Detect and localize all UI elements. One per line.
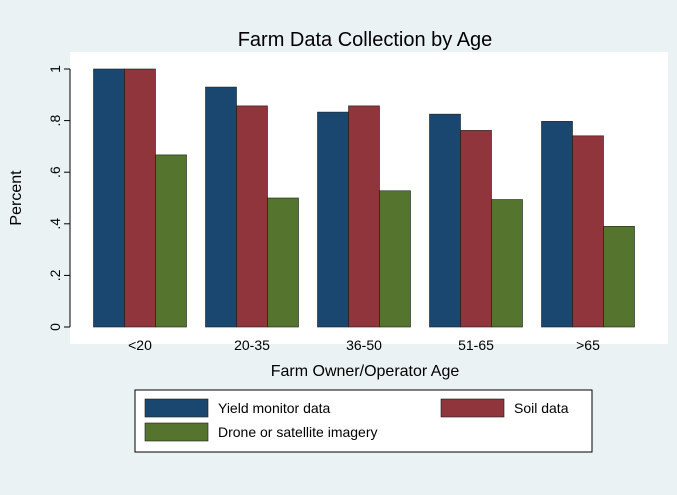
x-tick-label: 20-35 [234, 337, 270, 353]
y-tick-label: .4 [47, 218, 63, 230]
x-tick-label: <20 [128, 337, 152, 353]
y-tick-label: 0 [47, 323, 63, 331]
legend-label: Yield monitor data [218, 400, 331, 416]
bar [348, 105, 380, 328]
bar-group [93, 68, 635, 328]
x-tick-label: 51-65 [458, 337, 494, 353]
bar [541, 121, 573, 328]
legend: Yield monitor data Soil data Drone or sate… [144, 398, 569, 442]
x-tick-label: 36-50 [346, 337, 382, 353]
legend-swatch [144, 398, 209, 418]
bar [603, 226, 635, 328]
bar [93, 68, 125, 328]
bar [124, 68, 156, 328]
chart-title: Farm Data Collection by Age [238, 29, 493, 51]
y-tick-label: 1 [47, 65, 63, 73]
y-axis: 0 .2 .4 .6 .8 1 [47, 65, 71, 331]
y-tick-label: .2 [47, 269, 63, 281]
x-tick-label: >65 [576, 337, 600, 353]
bar [205, 86, 237, 328]
legend-box [134, 389, 593, 453]
x-axis: <20 20-35 36-50 51-65 >65 [128, 337, 600, 353]
bar [155, 154, 187, 328]
y-axis-label: Percent [8, 170, 25, 226]
bar [460, 130, 492, 328]
y-tick-label: .8 [47, 115, 63, 127]
bar [317, 111, 349, 328]
bar [429, 113, 461, 328]
x-axis-label: Farm Owner/Operator Age [271, 363, 460, 380]
bar [236, 105, 268, 328]
bar [267, 197, 299, 328]
legend-swatch [144, 422, 209, 442]
bar [491, 199, 523, 328]
legend-label: Soil data [514, 400, 569, 416]
bar [572, 135, 604, 328]
legend-swatch [440, 398, 505, 418]
y-tick-label: .6 [47, 166, 63, 178]
bar [379, 190, 411, 328]
legend-label: Drone or satellite imagery [218, 424, 378, 440]
